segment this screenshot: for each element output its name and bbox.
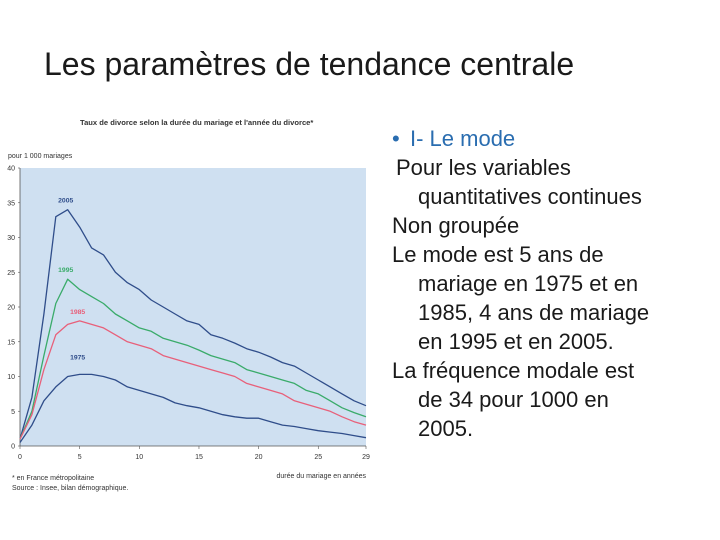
slide-title: Les paramètres de tendance centrale — [44, 46, 575, 82]
text-line: 1985, 4 ans de mariage — [418, 300, 650, 326]
y-tick-label: 30 — [7, 235, 15, 242]
x-tick-label: 20 — [255, 454, 263, 461]
chart-y-axis-label: pour 1 000 mariages — [8, 153, 73, 160]
x-tick-label: 25 — [314, 454, 322, 461]
x-tick-label: 10 — [135, 454, 143, 461]
text-line: 2005. — [418, 416, 474, 442]
series-label-1975: 1975 — [70, 354, 85, 361]
x-tick-label: 15 — [195, 454, 203, 461]
x-tick-label: 29 — [362, 454, 370, 461]
series-line-1985 — [19, 320, 367, 440]
series-label-2005: 2005 — [58, 198, 73, 205]
x-tick-label: 5 — [78, 454, 82, 461]
bullet-icon: • — [392, 126, 400, 151]
text-line: en 1995 et en 2005. — [418, 329, 614, 355]
y-tick-label: 5 — [11, 409, 15, 416]
chart-title: Taux de divorce selon la durée du mariag… — [80, 118, 313, 127]
chart-source: Source : Insee, bilan démographique. — [12, 485, 128, 492]
bullet-heading: I- Le mode — [410, 126, 516, 151]
text-line: La fréquence modale est — [392, 358, 635, 384]
plot-area — [20, 168, 366, 446]
series-line-1995 — [19, 278, 367, 440]
text-content: • I- Le mode Pour les variables quantitat… — [392, 124, 712, 443]
text-line: Pour les variables — [396, 155, 571, 181]
series-label-1985: 1985 — [70, 309, 85, 316]
text-line: de 34 pour 1000 en — [418, 387, 609, 413]
y-tick-label: 35 — [7, 200, 15, 207]
y-tick-label: 25 — [7, 270, 15, 277]
chart-footnote: * en France métropolitaine — [12, 475, 94, 482]
series-line-1975 — [19, 373, 367, 443]
y-tick-label: 15 — [7, 339, 15, 346]
chart-x-axis-label: durée du mariage en années — [276, 473, 366, 480]
text-line: quantitatives continues — [418, 184, 642, 210]
text-line: mariage en 1975 et en — [418, 271, 639, 297]
chart-svg: Taux de divorce selon la durée du mariag… — [7, 118, 370, 492]
series-line-2005 — [19, 209, 367, 440]
x-tick-label: 0 — [18, 454, 22, 461]
text-line: Non groupée — [392, 213, 520, 239]
text-line: Le mode est 5 ans de — [392, 242, 604, 268]
y-tick-label: 10 — [7, 374, 15, 381]
divorce-rate-chart: Taux de divorce selon la durée du mariag… — [0, 110, 372, 510]
bullet-item-mode: • I- Le mode — [392, 124, 712, 153]
y-tick-label: 40 — [7, 166, 15, 173]
y-tick-label: 0 — [11, 444, 15, 451]
series-label-1995: 1995 — [58, 267, 73, 274]
y-tick-label: 20 — [7, 305, 15, 312]
